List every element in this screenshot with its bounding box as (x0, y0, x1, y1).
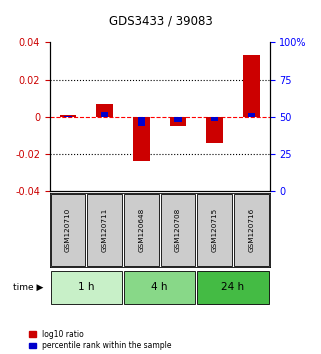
FancyBboxPatch shape (124, 194, 159, 266)
Bar (60, 115, 76, 117)
Text: GDS3433 / 39083: GDS3433 / 39083 (108, 14, 213, 27)
Text: 24 h: 24 h (221, 282, 245, 292)
FancyBboxPatch shape (51, 271, 122, 304)
FancyBboxPatch shape (87, 194, 122, 266)
Legend: log10 ratio, percentile rank within the sample: log10 ratio, percentile rank within the … (30, 330, 172, 350)
Text: GSM120710: GSM120710 (65, 208, 71, 252)
Bar (101, 112, 108, 117)
FancyBboxPatch shape (234, 194, 269, 266)
Text: GSM120648: GSM120648 (138, 208, 144, 252)
Bar (174, 117, 182, 122)
FancyBboxPatch shape (197, 194, 232, 266)
Text: 1 h: 1 h (78, 282, 95, 292)
Bar (170, 117, 186, 126)
Bar (211, 117, 218, 120)
Bar (138, 117, 145, 126)
Text: GSM120708: GSM120708 (175, 208, 181, 252)
Bar (248, 113, 255, 117)
Bar (97, 104, 113, 117)
FancyBboxPatch shape (51, 194, 85, 266)
Text: 4 h: 4 h (152, 282, 168, 292)
FancyBboxPatch shape (124, 271, 195, 304)
Bar (206, 117, 223, 143)
Bar (65, 116, 72, 117)
Text: GSM120716: GSM120716 (248, 208, 254, 252)
Text: time ▶: time ▶ (13, 283, 43, 292)
Bar (133, 117, 150, 161)
FancyBboxPatch shape (160, 194, 195, 266)
Text: GSM120715: GSM120715 (212, 208, 218, 252)
Text: GSM120711: GSM120711 (102, 208, 108, 252)
FancyBboxPatch shape (197, 271, 269, 304)
Bar (243, 56, 260, 117)
